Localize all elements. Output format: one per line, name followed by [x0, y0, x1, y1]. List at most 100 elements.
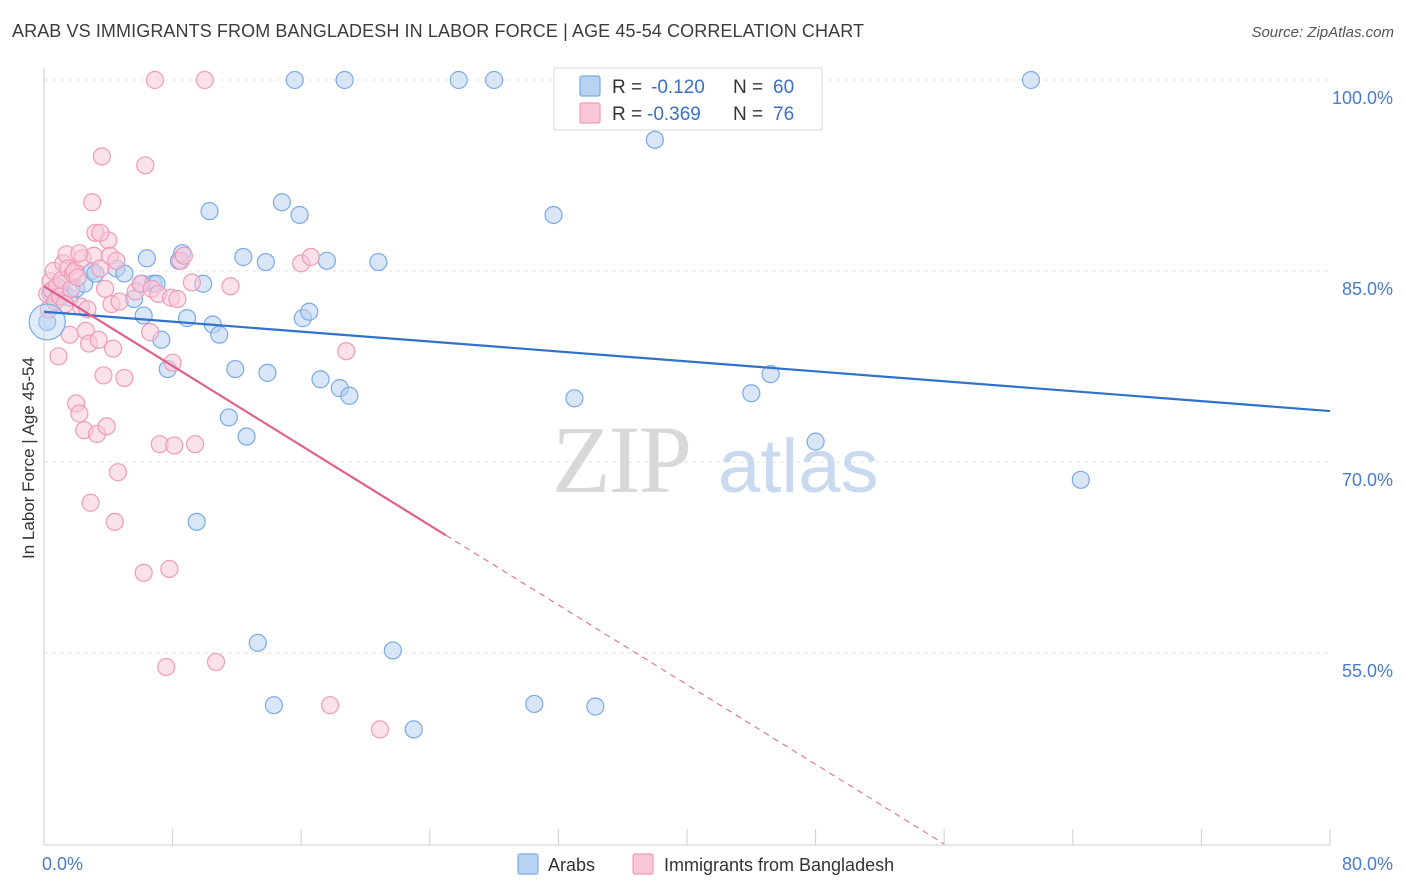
bottom-legend-label-arabs: Arabs [548, 855, 595, 875]
legend-n-value-1: 60 [773, 77, 794, 98]
bangladesh-point [134, 563, 153, 582]
legend-n-label-2: N = [733, 104, 763, 125]
y-tick-label: 55.0% [1342, 661, 1393, 681]
bangladesh-point [91, 223, 110, 242]
bangladesh-point [140, 323, 160, 342]
bangladesh-point [92, 147, 111, 166]
source-label: Source: ZipAtlas.com [1251, 24, 1394, 41]
bangladesh-point [145, 70, 165, 90]
arab-point [369, 252, 388, 272]
y-tick-label: 70.0% [1342, 470, 1393, 490]
legend-r-label-2: R = [612, 104, 642, 125]
bangladesh-point [95, 279, 115, 298]
bangladesh-point [174, 246, 193, 265]
arab-point [226, 359, 245, 379]
legend-swatch-arabs [579, 75, 601, 97]
bangladesh-point [78, 300, 97, 319]
arab-point-cluster [28, 303, 66, 341]
y-tick-label: 85.0% [1342, 279, 1393, 299]
arab-point [586, 697, 605, 716]
bangladesh-point [165, 436, 184, 455]
arab-point [137, 249, 156, 268]
bangladesh-point [136, 156, 155, 175]
y-tick-label: 100.0% [1332, 88, 1393, 108]
bottom-legend-label-bangladesh: Immigrants from Bangladesh [664, 855, 894, 875]
arab-point [248, 633, 267, 652]
arab-point [187, 512, 206, 531]
arab-point [134, 306, 153, 325]
bangladesh-point [105, 512, 124, 531]
arab-point [525, 694, 544, 714]
bangladesh-point [70, 244, 89, 263]
arab-point [383, 641, 402, 660]
bangladesh-point [321, 696, 340, 715]
arab-point [1071, 470, 1090, 489]
arab-point [219, 408, 238, 427]
bangladesh-point [301, 247, 320, 267]
legend-r-label-1: R = [612, 77, 642, 98]
data-points [28, 70, 1090, 739]
bangladesh-point [370, 720, 390, 739]
watermark-atlas: atlas [718, 424, 879, 509]
bangladesh-trend-line [43, 285, 447, 537]
arab-point [210, 325, 229, 344]
arab-point [645, 130, 664, 149]
bottom-legend-swatch-bangladesh [632, 853, 654, 875]
bangladesh-point [163, 353, 182, 372]
bangladesh-point [337, 342, 356, 361]
bangladesh-trend-line-extension [445, 534, 945, 845]
arab-point [234, 247, 253, 267]
arab-point [290, 205, 309, 225]
arab-point [761, 365, 780, 384]
axes [43, 68, 1331, 846]
bangladesh-point [157, 657, 176, 677]
bangladesh-point [49, 347, 68, 366]
legend-r-value-2: -0.369 [647, 104, 701, 125]
bangladesh-point [186, 435, 205, 454]
arab-point [285, 70, 304, 90]
legend: R = -0.120 N = 60 R = -0.369 N = 76 [553, 67, 823, 131]
arab-point [544, 205, 563, 225]
y-axis-title: In Labor Force | Age 45-54 [19, 357, 38, 559]
chart-title: ARAB VS IMMIGRANTS FROM BANGLADESH IN LA… [12, 21, 865, 41]
arab-point [256, 252, 275, 272]
arab-point [806, 432, 825, 451]
arab-point [300, 302, 319, 321]
watermark: ZIP atlas [552, 406, 879, 513]
bangladesh-point [221, 277, 240, 296]
legend-r-value-1: -0.120 [651, 77, 705, 98]
bangladesh-point [70, 404, 89, 423]
legend-n-value-2: 76 [773, 104, 794, 125]
bangladesh-point [68, 268, 87, 287]
arab-point [404, 720, 423, 739]
bangladesh-point [104, 339, 123, 358]
bangladesh-point [97, 417, 116, 436]
arab-point [258, 363, 277, 382]
arab-point [1021, 70, 1041, 90]
bangladesh-point [94, 366, 113, 385]
bottom-legend-swatch-arabs [517, 853, 539, 875]
bangladesh-point [89, 330, 108, 349]
tick-labels: 100.0% 85.0% 70.0% 55.0% 0.0% 80.0% [42, 88, 1393, 874]
bangladesh-point [206, 652, 226, 672]
bangladesh-point [182, 273, 201, 292]
watermark-zip: ZIP [552, 406, 690, 513]
arab-point [317, 251, 337, 270]
x-tick-label: 80.0% [1342, 854, 1393, 874]
arab-point [565, 389, 584, 408]
arab-point [449, 70, 468, 90]
legend-n-label-1: N = [733, 77, 763, 98]
arab-point [272, 193, 292, 212]
bangladesh-point [91, 259, 110, 278]
bangladesh-point [81, 493, 100, 512]
trend-lines [43, 285, 1331, 845]
bangladesh-point [195, 70, 214, 90]
arab-point [237, 427, 256, 446]
x-tick-label: 0.0% [42, 854, 83, 874]
arab-point [335, 70, 354, 90]
arab-point [311, 370, 330, 389]
arab-point [340, 386, 359, 405]
bangladesh-point [160, 559, 179, 579]
bangladesh-point [83, 193, 102, 212]
